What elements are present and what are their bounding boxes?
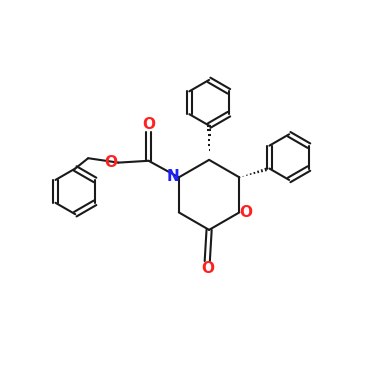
Text: N: N — [167, 169, 180, 184]
Text: O: O — [201, 261, 214, 276]
Text: O: O — [239, 205, 252, 220]
Text: O: O — [104, 155, 117, 170]
Text: O: O — [142, 117, 155, 132]
